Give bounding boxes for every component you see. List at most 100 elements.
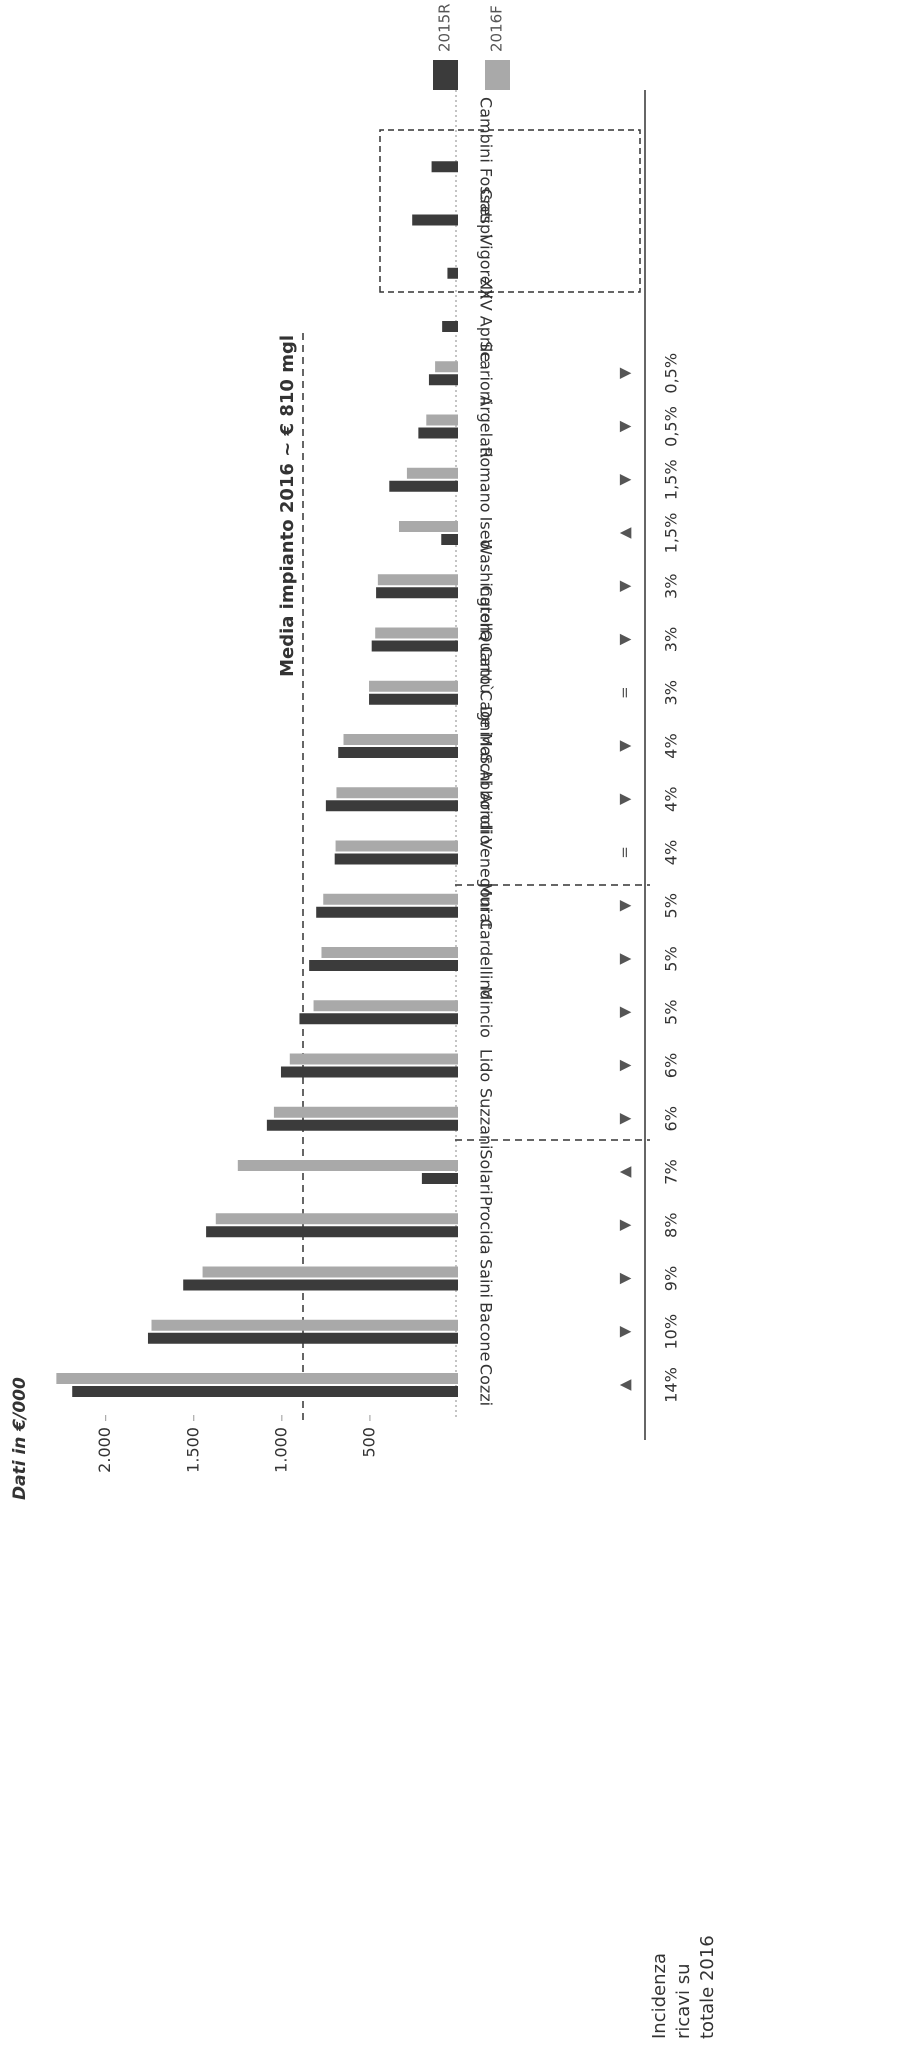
bar bbox=[431, 161, 459, 173]
bar bbox=[215, 1213, 458, 1225]
category-label: Cardellino bbox=[477, 919, 496, 1000]
bar bbox=[147, 1332, 458, 1344]
trend-icon: ▲ bbox=[616, 1166, 634, 1178]
share-value: 0,5% bbox=[662, 406, 681, 447]
category-label: Cambini Fossati bbox=[477, 97, 496, 223]
bar bbox=[313, 1000, 458, 1012]
share-value: 5% bbox=[662, 1000, 681, 1025]
share-value: 5% bbox=[662, 893, 681, 918]
bar bbox=[412, 214, 459, 226]
trend-icon: ▼ bbox=[616, 1326, 634, 1338]
share-value: 9% bbox=[662, 1266, 681, 1291]
category-label: Arioli Venegoni bbox=[477, 793, 496, 913]
y-tick-label: 1.000 bbox=[271, 1427, 290, 1473]
share-value: 4% bbox=[662, 787, 681, 812]
trend-icon: = bbox=[616, 846, 634, 859]
bar bbox=[428, 374, 458, 386]
chart-body: Dati in €/000 Media impianto 2016 ~ € 81… bbox=[10, 3, 718, 2039]
bar bbox=[202, 1266, 458, 1278]
bar bbox=[426, 414, 458, 426]
trend-icon: ▼ bbox=[616, 953, 634, 965]
legend-label: 2016F bbox=[488, 5, 506, 52]
category-label: Saini bbox=[477, 1259, 496, 1298]
trend-icon: ▼ bbox=[616, 1059, 634, 1071]
y-tick-label: 500 bbox=[359, 1427, 378, 1458]
category-label: De Marchi bbox=[477, 706, 496, 786]
legend-label: 2015R bbox=[436, 3, 454, 52]
bar bbox=[266, 1119, 458, 1131]
bar bbox=[280, 1066, 459, 1078]
share-label: Incidenza bbox=[649, 1953, 670, 2039]
category-label: Argelati bbox=[477, 395, 496, 457]
bar bbox=[335, 840, 459, 852]
bar bbox=[442, 321, 458, 332]
share-label: ricavi su bbox=[673, 1964, 694, 2040]
trend-icon: ▼ bbox=[616, 1006, 634, 1018]
bar bbox=[289, 1053, 458, 1065]
share-label: totale 2016 bbox=[697, 1935, 718, 2039]
category-label: Lido bbox=[477, 1049, 496, 1082]
share-value: 3% bbox=[662, 627, 681, 652]
group-box bbox=[379, 129, 641, 293]
trend-icon: ▼ bbox=[616, 740, 634, 752]
trend-icon: ▼ bbox=[616, 900, 634, 912]
bar bbox=[237, 1160, 458, 1171]
bar bbox=[323, 893, 458, 905]
bar bbox=[377, 574, 459, 586]
trend-icon: ▲ bbox=[616, 527, 634, 539]
share-value: 0,5% bbox=[662, 353, 681, 394]
bar bbox=[406, 467, 458, 479]
share-value: 7% bbox=[662, 1159, 681, 1184]
share-value: 14% bbox=[662, 1367, 681, 1403]
bar bbox=[447, 267, 458, 279]
chart-title: Dati in €/000 bbox=[10, 1377, 30, 1500]
bar bbox=[273, 1106, 458, 1118]
category-label: S.Abbondio bbox=[477, 754, 496, 845]
trend-icon: ▼ bbox=[616, 1219, 634, 1231]
share-value: 3% bbox=[662, 680, 681, 705]
bar bbox=[421, 1173, 458, 1184]
trend-icon: ▼ bbox=[616, 1272, 634, 1284]
category-label: Carella Cantù bbox=[477, 585, 496, 693]
bar bbox=[376, 587, 459, 599]
category-label: Vigorelli bbox=[477, 235, 496, 299]
share-value: 1,5% bbox=[662, 513, 681, 554]
bar bbox=[316, 906, 459, 918]
trend-icon: = bbox=[616, 686, 634, 699]
trend-icon: ▼ bbox=[616, 367, 634, 379]
bar bbox=[183, 1279, 458, 1291]
trend-icon: ▼ bbox=[616, 793, 634, 805]
bar bbox=[151, 1319, 458, 1331]
annotation: Media impianto 2016 ~ € 810 mgl bbox=[277, 335, 298, 677]
bar bbox=[334, 853, 459, 865]
category-label: Scarioni bbox=[477, 341, 496, 405]
bar bbox=[441, 534, 458, 545]
share-value: 10% bbox=[662, 1314, 681, 1350]
share-value: 5% bbox=[662, 946, 681, 971]
y-tick-label: 1.500 bbox=[183, 1427, 202, 1473]
bar bbox=[72, 1386, 458, 1397]
category-label: Solari bbox=[477, 1149, 496, 1194]
trend-icon: ▼ bbox=[616, 633, 634, 645]
share-value: 6% bbox=[662, 1053, 681, 1078]
bar bbox=[325, 800, 458, 812]
category-label: Washington bbox=[477, 539, 496, 633]
category-label: XXV Aprile bbox=[477, 278, 496, 362]
share-value: 1,5% bbox=[662, 459, 681, 500]
share-value: 4% bbox=[662, 733, 681, 758]
category-label: Romano bbox=[477, 447, 496, 513]
legend-swatch bbox=[485, 60, 510, 90]
category-label: Mincio bbox=[477, 987, 496, 1038]
category-label: Iseo bbox=[477, 517, 496, 550]
bar bbox=[321, 947, 458, 958]
bar bbox=[309, 960, 458, 971]
trend-icon: ▼ bbox=[616, 580, 634, 592]
category-label: Crespi bbox=[477, 188, 496, 238]
category-label: Quarto Cagnino bbox=[477, 630, 496, 756]
trend-icon: ▼ bbox=[616, 474, 634, 486]
trend-icon: ▼ bbox=[616, 1113, 634, 1125]
bar bbox=[299, 1013, 459, 1025]
share-value: 6% bbox=[662, 1106, 681, 1131]
y-tick-label: 2.000 bbox=[95, 1427, 114, 1473]
